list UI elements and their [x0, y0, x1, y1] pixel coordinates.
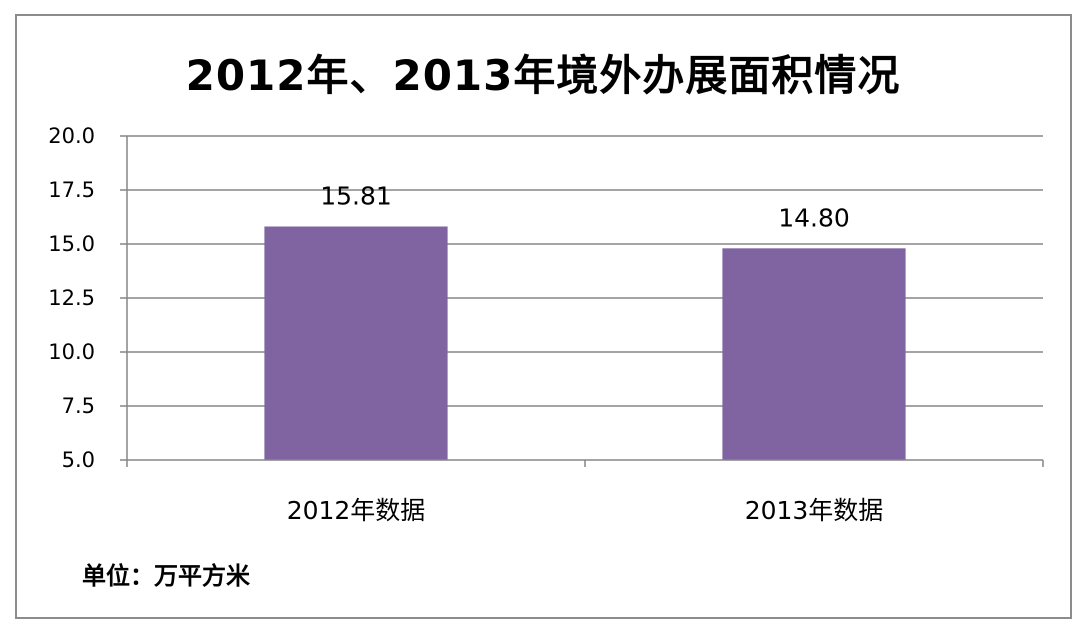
x-category-label: 2012年数据 [287, 496, 426, 525]
y-tick-label: 17.5 [48, 178, 95, 202]
y-tick-label: 5.0 [62, 448, 95, 472]
y-tick-label: 10.0 [48, 340, 95, 364]
data-label: 14.80 [778, 203, 850, 232]
labels: 15.81 2012年数据 14.80 2013年数据 [287, 182, 884, 525]
bar [722, 248, 906, 460]
chart-title: 2012年、2013年境外办展面积情况 [185, 51, 901, 100]
y-tick-label: 7.5 [62, 394, 95, 418]
y-axis-ticks: 5.0 7.5 10.0 12.5 15.0 17.5 20.0 [48, 124, 127, 472]
bars [264, 226, 906, 460]
data-label: 15.81 [320, 182, 392, 211]
y-tick-label: 20.0 [48, 124, 95, 148]
axes [126, 136, 1044, 467]
unit-note: 单位：万平方米 [82, 562, 250, 590]
x-category-label: 2013年数据 [745, 496, 884, 525]
y-tick-label: 12.5 [48, 286, 95, 310]
bar [264, 226, 448, 460]
y-tick-label: 15.0 [48, 232, 95, 256]
